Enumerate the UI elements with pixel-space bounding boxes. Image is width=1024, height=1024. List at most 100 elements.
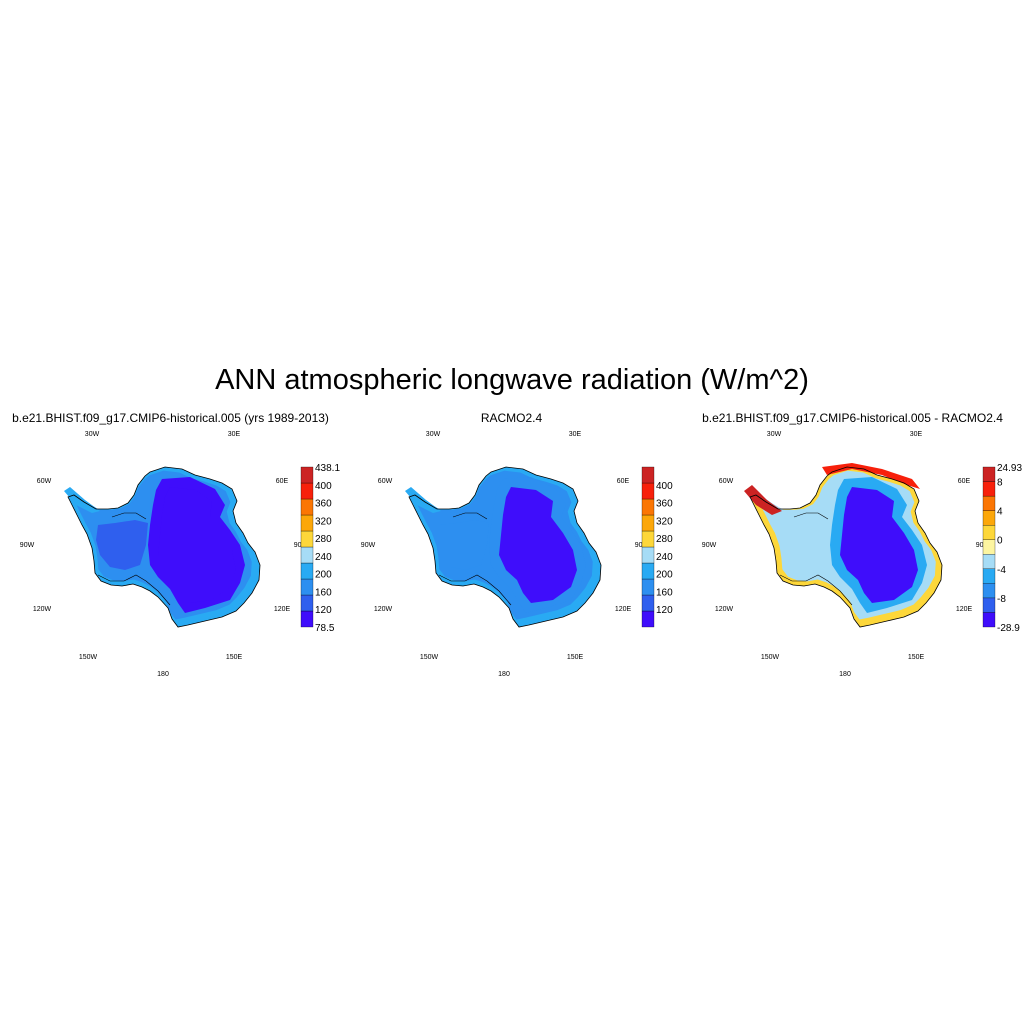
map-model: 30W 30E 60W 60E 90W 90E 120W 120E 150W 150E 180 78.… [20,431,341,678]
colorbar-swatch [982,510,996,526]
colorbar-swatch [641,562,655,580]
longitude-label: 150E [226,654,243,661]
colorbar-swatch [300,498,314,516]
colorbar-label: 4 [997,507,1003,518]
colorbar-swatch [982,466,996,482]
colorbar-swatch [300,482,314,500]
longitude-label: 150W [761,654,780,661]
longitude-label: 150E [567,654,584,661]
longitude-label: 30E [569,431,582,438]
colorbar-swatch [982,597,996,613]
map-racmo: 30W 30E 60W 60E 90W 90E 120W 120E 150W 150E 180 120… [361,431,673,678]
longitude-label: 60E [958,478,971,485]
colorbar-swatch [982,525,996,540]
longitude-label: 30W [426,431,441,438]
colorbar-label: 200 [656,570,673,581]
coastline [67,466,261,628]
colorbar-label: 0 [997,536,1003,547]
colorbar-swatch [300,610,314,628]
longitude-label: 90W [20,542,35,549]
coastline [408,466,602,628]
colorbar-swatch [641,498,655,516]
longitude-label: 150E [908,654,925,661]
longitude-label: 180 [157,671,169,678]
colorbar-swatch [641,530,655,548]
longitude-label: 120E [615,606,632,613]
colorbar-label: 120 [656,605,673,616]
colorbar-label: 120 [315,605,332,616]
map-difference: 30W 30E 60W 60E 90W 90E 120W 120E 150W 150E 180 -28… [702,431,1023,678]
colorbar-swatch [300,466,314,484]
colorbar-label: -28.9 [997,623,1020,634]
longitude-label: 60E [617,478,630,485]
longitude-label: 90E [294,542,307,549]
longitude-label: 120W [33,606,52,613]
longitude-label: 30W [85,431,100,438]
colorbar-swatch [641,466,655,484]
colorbar-swatch [641,578,655,596]
colorbar-label: 360 [315,499,332,510]
colorbar-swatch [982,481,996,497]
colorbar-label: 160 [656,587,673,598]
longitude-label: 60W [378,478,393,485]
colorbar-label: 240 [315,552,332,563]
ice-shelf-line [97,574,171,606]
panel-difference: b.e21.BHIST.f09_g17.CMIP6-historical.005… [682,405,1023,695]
colorbar-swatch [300,578,314,596]
colorbar-label: 78.5 [315,623,335,634]
colorbar-swatch [300,514,314,532]
colorbar-swatch [982,539,996,555]
colorbar-swatch [641,546,655,564]
colorbar-swatch [641,594,655,612]
colorbar-swatch [641,610,655,628]
east-plateau-region [499,487,577,603]
longitude-label: 90E [976,542,989,549]
colorbar-label: 160 [315,587,332,598]
colorbar-swatch [982,495,996,511]
colorbar-swatch [300,562,314,580]
west-region [96,520,148,570]
colorbar-label: 360 [656,499,673,510]
longitude-label: 90W [361,542,376,549]
longitude-label: 60W [719,478,734,485]
longitude-label: 60E [276,478,289,485]
coastline [749,466,943,628]
longitude-label: 120W [374,606,393,613]
colorbar-label: 280 [656,534,673,545]
ice-shelf-line [452,512,488,520]
ice-shelf-line [793,512,829,520]
panel-title-racmo: RACMO2.4 [480,411,543,425]
longitude-label: 120W [715,606,734,613]
longitude-label: 150W [79,654,98,661]
longitude-label: 30E [910,431,923,438]
longitude-label: 30E [228,431,241,438]
longitude-label: 90E [635,542,648,549]
colorbar-swatch [641,482,655,500]
colorbar-label: -8 [997,594,1006,605]
colorbar-swatch [300,546,314,564]
west-region [437,520,489,570]
colorbar-label: 400 [315,481,332,492]
longitude-label: 60W [37,478,52,485]
panel-racmo: RACMO2.4 30W 30E 60W 60E 90W 90E 120W 120E 150W 1… [341,405,682,695]
longitude-label: 90W [702,542,717,549]
colorbar-swatch [982,583,996,599]
longitude-label: 150W [420,654,439,661]
panel-title-model: b.e21.BHIST.f09_g17.CMIP6-historical.005… [12,411,329,425]
colorbar-swatch [300,530,314,548]
longitude-label: 120E [274,606,291,613]
colorbar-label: 200 [315,570,332,581]
colorbar-swatch [641,514,655,532]
panel-model: b.e21.BHIST.f09_g17.CMIP6-historical.005… [0,405,341,695]
longitude-label: 180 [839,671,851,678]
coastal-band-region [822,463,920,489]
longitude-label: 180 [498,671,510,678]
colorbar-swatch [982,612,996,628]
colorbar-label: 438.1 [315,463,340,474]
colorbar-label: -4 [997,565,1006,576]
ice-shelf-line [779,574,853,606]
colorbar-swatch [300,594,314,612]
longitude-label: 30W [767,431,782,438]
colorbar-label: 240 [656,552,673,563]
colorbar-label: 320 [315,516,332,527]
